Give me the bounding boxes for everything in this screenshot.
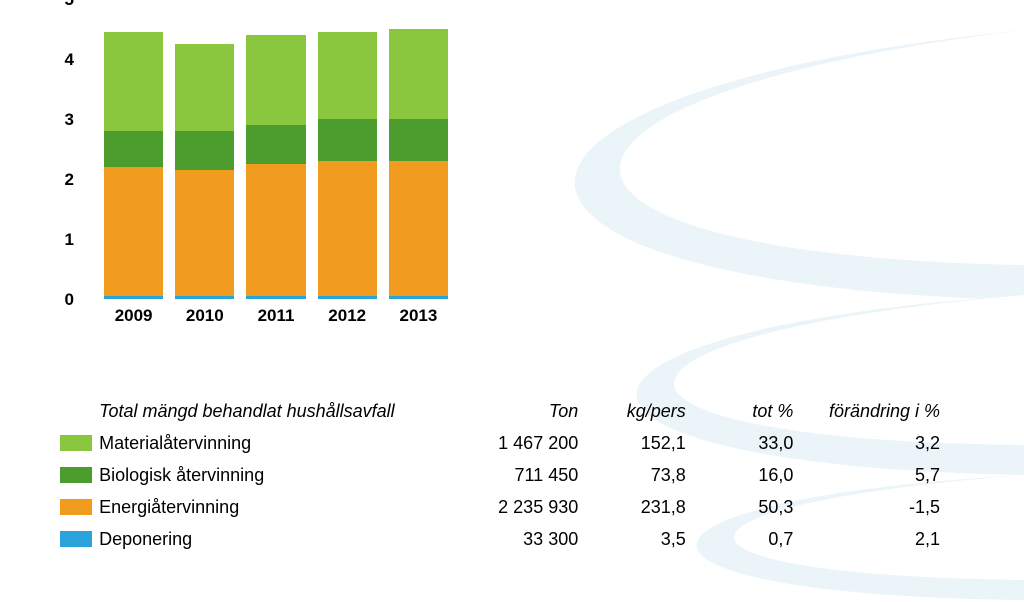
x-tick: 2012 <box>318 306 377 326</box>
cell-ton: 33 300 <box>471 529 579 550</box>
cell-ton: 2 235 930 <box>471 497 579 518</box>
bar-segment-deponering <box>389 296 448 299</box>
bar-segment-biological <box>175 131 234 170</box>
table-row: Materialåtervinning1 467 200152,133,03,2 <box>60 427 940 459</box>
bar-segment-material <box>389 29 448 119</box>
x-tick: 2010 <box>175 306 234 326</box>
plot-area <box>96 0 456 300</box>
cell-totpct: 0,7 <box>686 529 794 550</box>
bar-segment-energy <box>318 161 377 296</box>
legend-swatch-biological <box>60 467 92 483</box>
cell-change: 3,2 <box>793 433 940 454</box>
bar-column <box>318 0 377 299</box>
y-tick: 3 <box>65 110 74 130</box>
cell-totpct: 33,0 <box>686 433 794 454</box>
x-tick: 2009 <box>104 306 163 326</box>
bar-segment-deponering <box>104 296 163 299</box>
stacked-bar-chart: 0 1 2 3 4 5 2009 2010 2011 2012 2013 <box>40 0 470 330</box>
cell-ton: 711 450 <box>471 465 579 486</box>
bar-segment-deponering <box>318 296 377 299</box>
legend-table: Total mängd behandlat hushållsavfall Ton… <box>60 395 940 555</box>
bar-column <box>389 0 448 299</box>
bar-segment-material <box>318 32 377 119</box>
col-ton: Ton <box>471 401 579 422</box>
y-axis: 012345 <box>40 0 80 300</box>
col-totpct: tot % <box>686 401 794 422</box>
cell-change: 5,7 <box>793 465 940 486</box>
table-row: Biologisk återvinning711 45073,816,05,7 <box>60 459 940 491</box>
y-tick: 1 <box>65 230 74 250</box>
legend-swatch-material <box>60 435 92 451</box>
table-row: Energiåtervinning2 235 930231,850,3-1,5 <box>60 491 940 523</box>
bar-segment-material <box>104 32 163 131</box>
bar-column <box>246 0 305 299</box>
table-header-row: Total mängd behandlat hushållsavfall Ton… <box>60 395 940 427</box>
cell-kgpers: 152,1 <box>578 433 686 454</box>
x-axis-labels: 2009 2010 2011 2012 2013 <box>96 306 456 326</box>
cell-kgpers: 73,8 <box>578 465 686 486</box>
legend-swatch-deponering <box>60 531 92 547</box>
legend-label: Energiåtervinning <box>99 497 471 518</box>
cell-ton: 1 467 200 <box>471 433 579 454</box>
bar-column <box>175 0 234 299</box>
cell-change: 2,1 <box>793 529 940 550</box>
table-row: Deponering33 3003,50,72,1 <box>60 523 940 555</box>
bar-segment-deponering <box>246 296 305 299</box>
bar-segment-energy <box>389 161 448 296</box>
bar-group <box>96 0 456 299</box>
bar-segment-energy <box>175 170 234 296</box>
bar-segment-biological <box>104 131 163 167</box>
col-kgpers: kg/pers <box>578 401 686 422</box>
x-tick: 2013 <box>389 306 448 326</box>
y-tick: 0 <box>65 290 74 310</box>
legend-label: Deponering <box>99 529 471 550</box>
table-title: Total mängd behandlat hushållsavfall <box>99 401 471 422</box>
cell-change: -1,5 <box>793 497 940 518</box>
bar-segment-energy <box>246 164 305 296</box>
y-tick: 2 <box>65 170 74 190</box>
legend-swatch-energy <box>60 499 92 515</box>
legend-label: Materialåtervinning <box>99 433 471 454</box>
bar-segment-energy <box>104 167 163 296</box>
bar-segment-material <box>246 35 305 125</box>
legend-label: Biologisk återvinning <box>99 465 471 486</box>
y-tick: 4 <box>65 50 74 70</box>
bar-segment-material <box>175 44 234 131</box>
x-tick: 2011 <box>246 306 305 326</box>
cell-totpct: 16,0 <box>686 465 794 486</box>
bar-segment-biological <box>389 119 448 161</box>
bar-segment-biological <box>246 125 305 164</box>
cell-kgpers: 3,5 <box>578 529 686 550</box>
col-change: förändring i % <box>793 401 940 422</box>
cell-kgpers: 231,8 <box>578 497 686 518</box>
bar-column <box>104 0 163 299</box>
bar-segment-biological <box>318 119 377 161</box>
y-tick: 5 <box>65 0 74 10</box>
bar-segment-deponering <box>175 296 234 299</box>
cell-totpct: 50,3 <box>686 497 794 518</box>
